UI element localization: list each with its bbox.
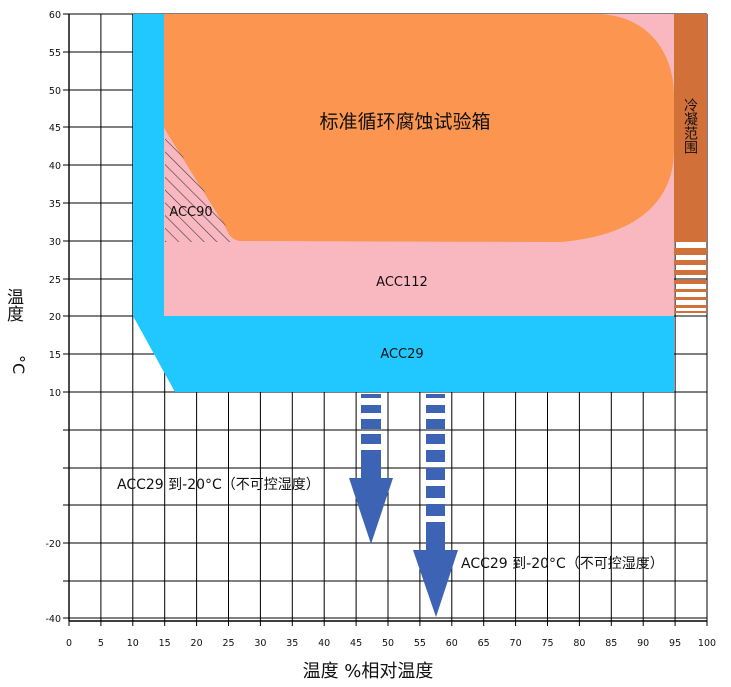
- y-axis-title: 温度: [3, 288, 24, 322]
- acc29-region: [133, 14, 674, 392]
- left-down-arrow: [349, 394, 393, 544]
- x-tick-label: 75: [541, 638, 553, 649]
- x-tick-label: 80: [573, 638, 585, 649]
- x-tick-label: 100: [698, 638, 716, 649]
- x-tick-label: 65: [478, 638, 490, 649]
- x-tick-label: 35: [286, 638, 298, 649]
- y-tick-label: -40: [45, 614, 61, 625]
- left-arrow-annotation: ACC29 到-20°C（不可控湿度）: [117, 477, 320, 493]
- x-axis-title: 温度 %相对温度: [303, 661, 434, 682]
- x-tick-label: 15: [159, 638, 171, 649]
- y-tick-label: 40: [49, 161, 61, 172]
- standard-cycle-region: [164, 14, 674, 242]
- y-tick-label: 60: [49, 10, 61, 21]
- condensation-label: 冷凝范围: [682, 98, 698, 154]
- y-tick-label: 20: [49, 312, 61, 323]
- y-tick-label: 30: [49, 237, 61, 248]
- x-tick-label: 55: [414, 638, 426, 649]
- x-tick-label: 5: [98, 638, 104, 649]
- y-tick-label: 15: [49, 350, 61, 361]
- x-tick-label: 70: [510, 638, 522, 649]
- x-tick-label: 10: [127, 638, 139, 649]
- y-tick-label: 45: [49, 123, 61, 134]
- x-tick-label: 20: [191, 638, 203, 649]
- right-arrow-annotation: ACC29 到-20°C（不可控湿度）: [461, 556, 664, 572]
- x-tick-label: 45: [350, 638, 362, 649]
- acc90-label: ACC90: [169, 205, 212, 220]
- y-axis-ticks: 60 55 50 45 40 35 30 25 20 15 10 -20 -40: [45, 10, 61, 625]
- x-tick-label: 30: [254, 638, 266, 649]
- condensation-band: [674, 14, 707, 313]
- x-tick-label: 60: [446, 638, 458, 649]
- y-tick-label: -20: [45, 539, 61, 550]
- y-tick-label: 55: [49, 48, 61, 59]
- x-axis-ticks: 0 5 10 15 20 25 30 35 40 45 50 55 60 65 70 75 80 85 90 95 10…: [66, 638, 716, 649]
- x-tick-label: 90: [637, 638, 649, 649]
- y-axis-unit: °C: [9, 355, 28, 374]
- y-tick-label: 35: [49, 199, 61, 210]
- x-tick-label: 85: [605, 638, 617, 649]
- y-tick-label: 10: [49, 388, 61, 399]
- right-down-arrow: [413, 394, 458, 617]
- standard-cycle-label: 标准循环腐蚀试验箱: [319, 111, 490, 133]
- x-tick-label: 50: [382, 638, 394, 649]
- y-tick-label: 50: [49, 86, 61, 97]
- x-tick-label: 95: [669, 638, 681, 649]
- x-tick-label: 40: [318, 638, 330, 649]
- x-tick-label: 25: [222, 638, 234, 649]
- x-tick-label: 0: [66, 638, 72, 649]
- y-tick-label: 25: [49, 275, 61, 286]
- acc112-label: ACC112: [376, 275, 428, 290]
- acc29-label: ACC29: [380, 347, 423, 362]
